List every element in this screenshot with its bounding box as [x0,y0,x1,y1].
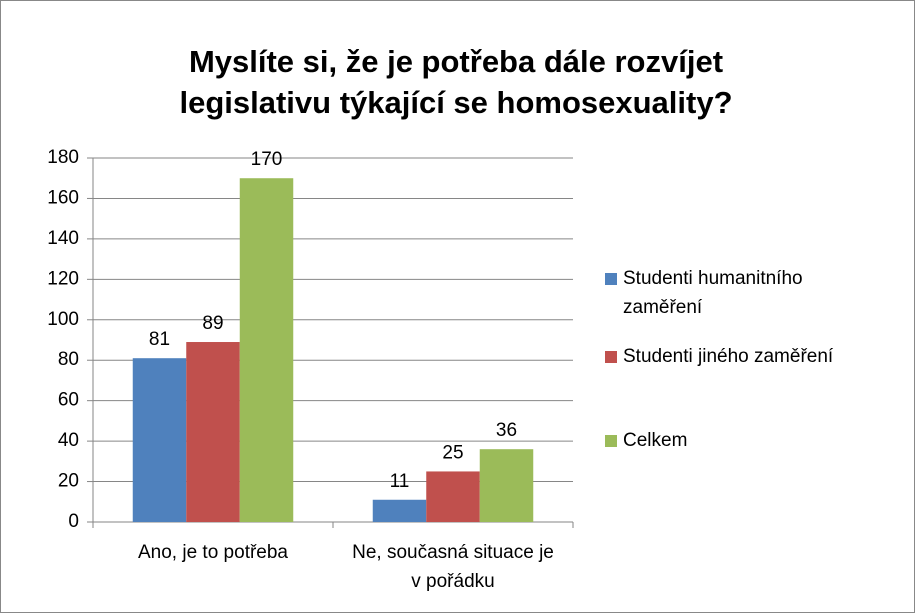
x-tick-label: Ne, současná situace je v pořádku [352,542,554,592]
y-tick-label: 40 [58,430,79,451]
legend-swatch [605,351,617,363]
legend-label: Studenti humanitního zaměření [623,268,803,318]
legend-label: Celkem [623,430,688,451]
x-tick-label: Ano, je to potřeba [138,542,288,563]
y-tick-label: 20 [58,471,79,492]
y-tick-label: 100 [47,309,79,330]
bar [479,449,534,522]
y-tick-label: 160 [47,187,79,208]
bar [426,471,480,522]
chart-title: Myslíte si, že je potřeba dále rozvíjet … [179,44,733,120]
data-label: 170 [251,149,283,170]
bar [132,358,187,522]
data-label: 25 [442,442,463,463]
y-tick-label: 0 [68,511,79,532]
legend-swatch [605,435,617,447]
y-tick-label: 60 [58,390,79,411]
data-label: 36 [496,420,517,441]
legend-label: Studenti jiného zaměření [623,346,834,367]
bar [372,499,427,522]
y-tick-label: 140 [47,228,79,249]
data-label: 89 [202,313,223,334]
bar [186,342,240,522]
bar [239,178,294,522]
legend-swatch [605,273,617,285]
data-label: 81 [149,329,170,350]
data-label: 11 [390,471,410,492]
y-tick-label: 80 [58,349,79,370]
y-tick-label: 120 [47,268,79,289]
y-tick-label: 180 [47,147,79,168]
